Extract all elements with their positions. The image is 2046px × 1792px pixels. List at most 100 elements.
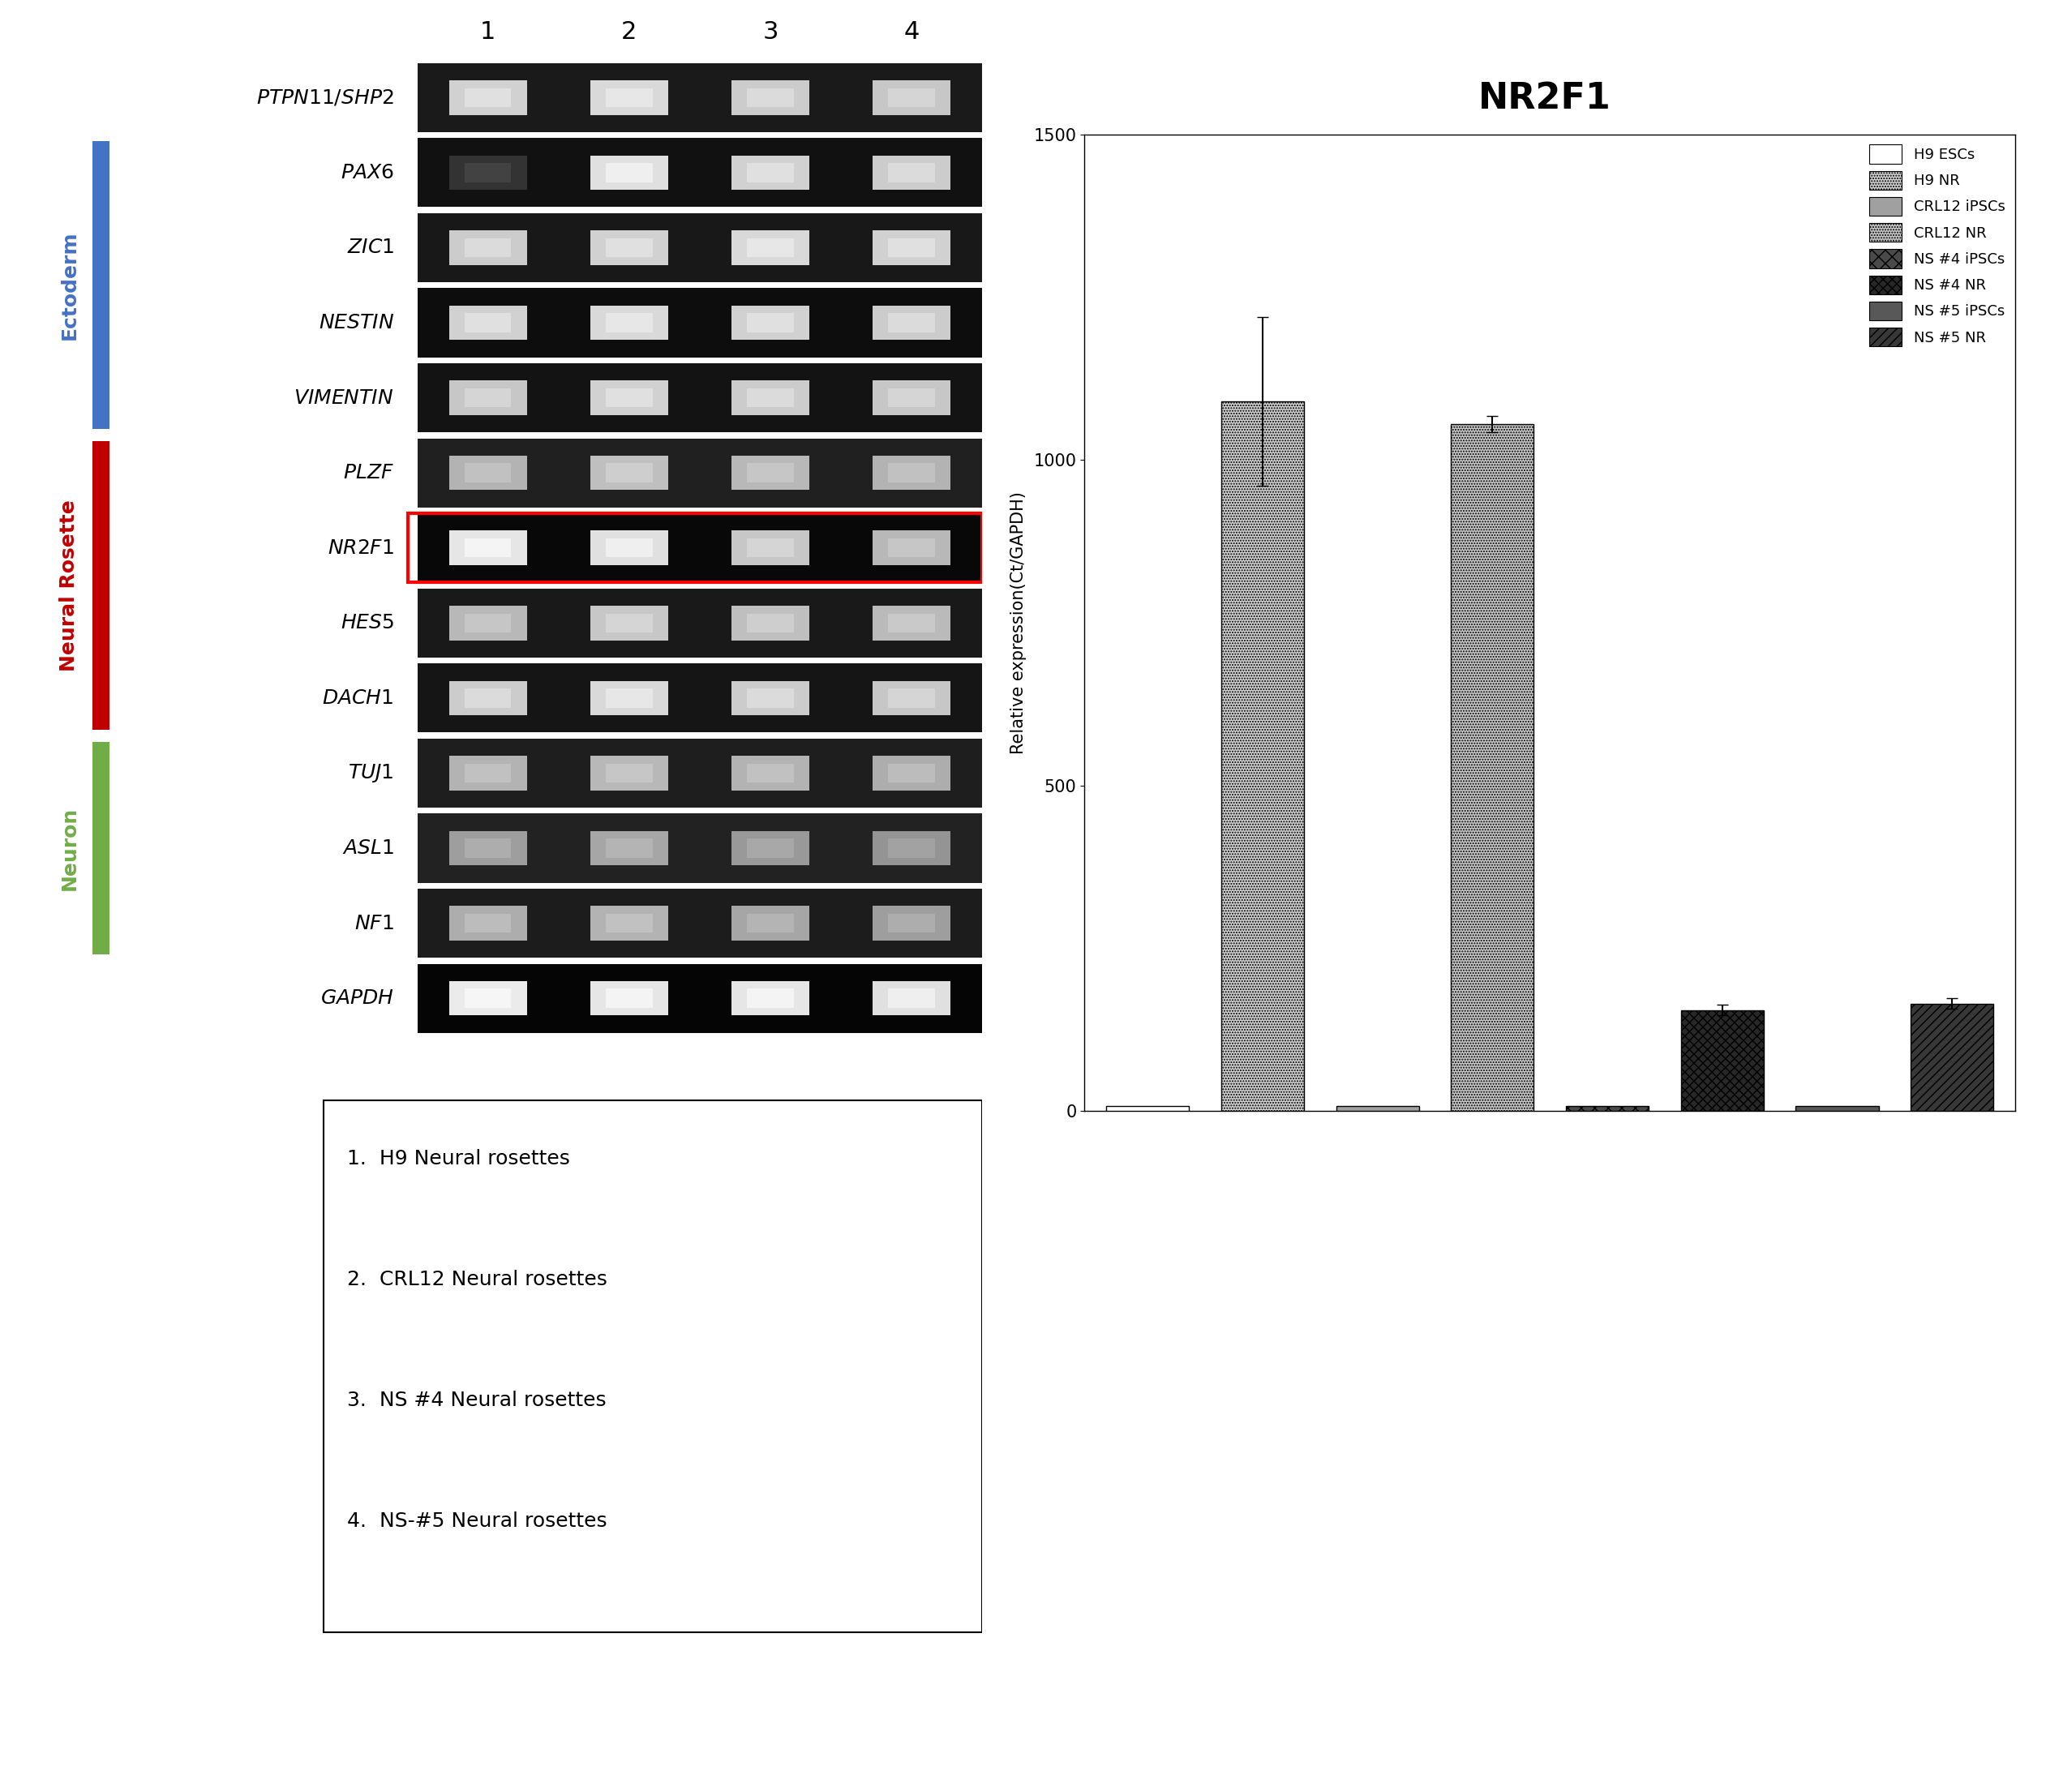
Bar <box>732 380 808 416</box>
Text: $\mathit{PAX6}$: $\mathit{PAX6}$ <box>340 163 395 183</box>
Bar <box>591 81 667 115</box>
Bar <box>732 980 808 1016</box>
Bar <box>464 88 512 108</box>
Text: $\mathit{DACH1}$: $\mathit{DACH1}$ <box>323 688 395 708</box>
Bar <box>591 305 667 340</box>
Bar <box>92 441 110 729</box>
Bar <box>747 688 794 708</box>
Bar <box>450 681 526 715</box>
Bar <box>732 81 808 115</box>
Bar <box>732 756 808 790</box>
Bar <box>464 839 512 858</box>
Bar <box>464 314 512 332</box>
Bar <box>1565 1106 1649 1111</box>
Bar <box>888 389 935 407</box>
Bar <box>591 907 667 941</box>
Bar <box>606 88 653 108</box>
Bar <box>417 289 982 357</box>
Bar <box>747 238 794 258</box>
Bar <box>732 606 808 640</box>
Bar <box>450 156 526 190</box>
Bar <box>417 588 982 658</box>
Bar <box>747 839 794 858</box>
Bar <box>747 389 794 407</box>
Bar <box>874 606 949 640</box>
Bar <box>874 380 949 416</box>
Bar <box>888 88 935 108</box>
Bar <box>888 613 935 633</box>
Bar <box>1911 1004 1993 1111</box>
Bar <box>888 989 935 1007</box>
Bar <box>747 613 794 633</box>
Bar <box>92 742 110 955</box>
Bar <box>417 814 982 883</box>
Bar <box>464 238 512 258</box>
Text: NR2F1: NR2F1 <box>1479 81 1610 116</box>
Text: 3: 3 <box>763 20 777 43</box>
Bar <box>732 305 808 340</box>
Bar <box>450 380 526 416</box>
Bar <box>1336 1106 1418 1111</box>
Bar <box>606 163 653 183</box>
Bar <box>732 156 808 190</box>
Bar <box>606 464 653 482</box>
Bar <box>450 231 526 265</box>
Text: $\mathit{TUJ1}$: $\mathit{TUJ1}$ <box>348 762 395 785</box>
Bar <box>417 889 982 957</box>
Bar <box>874 681 949 715</box>
Bar <box>888 238 935 258</box>
Bar <box>591 530 667 564</box>
Bar <box>888 538 935 557</box>
Text: Neuron: Neuron <box>59 806 80 891</box>
Bar <box>606 314 653 332</box>
Bar <box>591 980 667 1016</box>
Text: $\mathit{PLZF}$: $\mathit{PLZF}$ <box>344 462 395 482</box>
Bar <box>417 439 982 507</box>
Bar <box>874 81 949 115</box>
Bar <box>323 1100 982 1633</box>
Bar <box>591 380 667 416</box>
Bar <box>464 763 512 783</box>
Bar <box>606 389 653 407</box>
Bar <box>417 63 982 133</box>
Bar <box>732 455 808 489</box>
Bar <box>888 163 935 183</box>
Text: $\mathit{PTPN11/SHP2}$: $\mathit{PTPN11/SHP2}$ <box>256 88 395 108</box>
Bar <box>1796 1106 1878 1111</box>
Bar <box>450 530 526 564</box>
Bar <box>747 989 794 1007</box>
Bar <box>464 989 512 1007</box>
Bar <box>888 688 935 708</box>
Bar <box>464 538 512 557</box>
Text: 2.  CRL12 Neural rosettes: 2. CRL12 Neural rosettes <box>348 1269 608 1288</box>
Text: Ectoderm: Ectoderm <box>59 231 80 340</box>
Bar <box>874 831 949 866</box>
Bar <box>417 213 982 281</box>
Bar <box>606 538 653 557</box>
Bar <box>888 914 935 932</box>
Bar <box>747 763 794 783</box>
Bar <box>417 138 982 208</box>
Bar <box>874 305 949 340</box>
Text: $\mathit{ASL1}$: $\mathit{ASL1}$ <box>342 839 395 858</box>
Bar <box>450 305 526 340</box>
Bar <box>464 613 512 633</box>
Bar <box>606 763 653 783</box>
Bar <box>874 756 949 790</box>
Text: $\mathit{NR2F1}$: $\mathit{NR2F1}$ <box>327 538 395 557</box>
Bar <box>888 763 935 783</box>
Text: $\mathit{ZIC1}$: $\mathit{ZIC1}$ <box>346 238 395 258</box>
Text: $\mathit{NESTIN}$: $\mathit{NESTIN}$ <box>319 314 395 333</box>
Bar <box>417 513 982 582</box>
Bar <box>874 231 949 265</box>
Text: $\mathit{HES5}$: $\mathit{HES5}$ <box>340 613 395 633</box>
Bar <box>888 314 935 332</box>
Bar <box>450 980 526 1016</box>
Bar <box>450 455 526 489</box>
Text: 1.  H9 Neural rosettes: 1. H9 Neural rosettes <box>348 1149 569 1168</box>
Bar <box>888 464 935 482</box>
Bar <box>450 831 526 866</box>
Bar <box>1107 1106 1189 1111</box>
Bar <box>417 964 982 1032</box>
Text: 2: 2 <box>622 20 636 43</box>
